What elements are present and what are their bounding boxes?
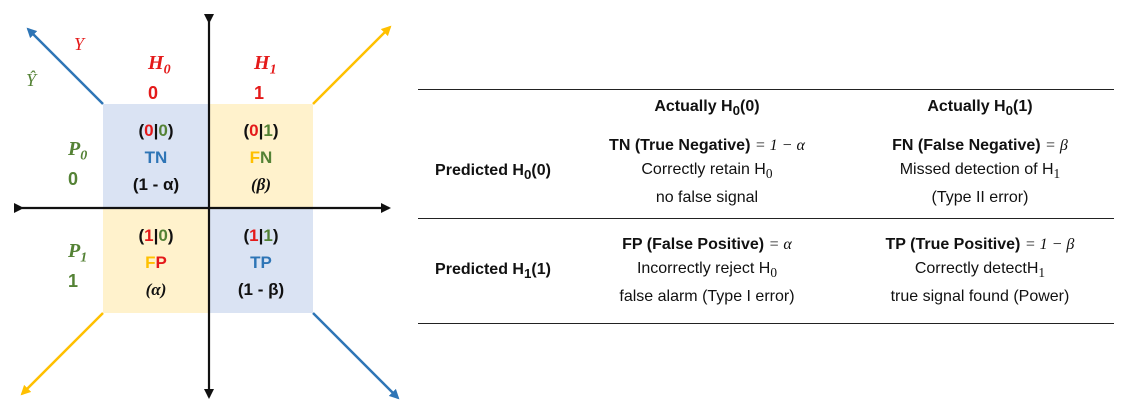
cell-fp: (1|0) FP (α) xyxy=(138,226,174,299)
fp-quadrant xyxy=(103,208,209,313)
tn-quadrant xyxy=(103,104,209,208)
row-label-predicted-0: Predicted H0(0) xyxy=(435,161,551,183)
row-label-predicted-1: Predicted H1(1) xyxy=(418,218,568,324)
axes-and-arrows xyxy=(14,14,400,400)
cell-tp: (1|1) TP (1 - β) xyxy=(237,226,285,299)
arrow-top-left xyxy=(26,27,104,105)
cell-false-negative: FN (False Negative) = β Missed detection… xyxy=(892,136,1068,207)
arrow-bottom-right xyxy=(312,312,400,400)
arrow-bottom-left xyxy=(20,312,104,396)
confusion-matrix-table: Actually H0(0) Actually H0(1) Predicted … xyxy=(418,89,1114,324)
y-hat-axis-label: Ŷ xyxy=(26,70,37,90)
confusion-quadrant-diagram: Y Ŷ H0 0 H1 1 P0 0 P1 1 (0|0) TN (1 - α)… xyxy=(0,0,420,419)
column-label-h1: H1 1 xyxy=(254,52,277,103)
y-axis-label: Y xyxy=(74,34,85,54)
table-header-row: Actually H0(0) Actually H0(1) xyxy=(418,89,1114,126)
fn-quadrant xyxy=(209,104,313,208)
cell-fn: (0|1) FN (β) xyxy=(243,121,279,194)
arrow-top-right xyxy=(312,25,392,105)
row-label-p0: P0 0 xyxy=(68,138,88,189)
header-actually-1: Actually H0(1) xyxy=(845,89,1114,126)
cell-true-negative: TN (True Negative) = 1 − α Correctly ret… xyxy=(609,136,805,207)
column-label-h0: H0 0 xyxy=(148,52,171,103)
table-corner xyxy=(418,89,568,126)
cell-false-positive: FP (False Positive) = α Incorrectly reje… xyxy=(568,218,846,324)
cell-tn: (0|0) TN (1 - α) xyxy=(132,121,180,194)
table-row: Predicted H0(0) TN (True Negative) = 1 −… xyxy=(418,126,1114,219)
row-label-p1: P1 1 xyxy=(68,240,88,291)
cell-true-positive: TP (True Positive) = 1 − β Correctly det… xyxy=(845,218,1114,324)
tp-quadrant xyxy=(209,208,313,313)
table-row: Predicted H1(1) FP (False Positive) = α … xyxy=(418,218,1114,324)
header-actually-0: Actually H0(0) xyxy=(568,89,846,126)
